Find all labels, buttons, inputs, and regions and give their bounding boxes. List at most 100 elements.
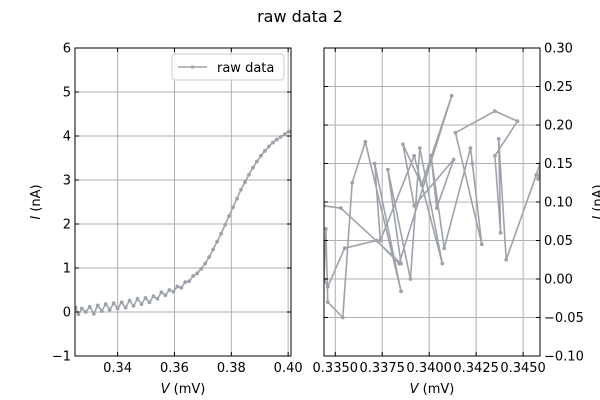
left-data-point <box>119 300 124 305</box>
left-data-point <box>219 231 223 236</box>
right-ytick-label: 0.25 <box>544 80 573 95</box>
left-series <box>75 129 291 317</box>
left-data-point <box>223 222 227 227</box>
right-data-point <box>479 242 484 247</box>
left-data-point <box>195 271 200 276</box>
legend-marker-sample <box>190 65 195 69</box>
left-xtick-label: 0.38 <box>217 361 246 376</box>
left-data-point <box>282 132 287 137</box>
left-data-point <box>91 311 96 316</box>
left-data-point <box>239 187 243 192</box>
right-ytick-label: 0.15 <box>544 157 573 172</box>
right-data-point <box>434 206 439 211</box>
left-ytick-label: 2 <box>63 218 71 233</box>
left-xtick-label: 0.36 <box>160 361 189 376</box>
left-data-point <box>111 301 116 306</box>
left-data-point <box>171 289 176 294</box>
left-xtick-label: 0.40 <box>274 361 303 376</box>
right-xtick-label: 0.3400 <box>406 361 452 376</box>
right-data-point <box>374 238 379 243</box>
left-data-point <box>179 285 184 290</box>
left-data-point <box>159 290 164 295</box>
left-data-point <box>123 305 128 310</box>
right-data-point <box>496 136 501 141</box>
left-data-point <box>76 312 81 317</box>
left-ytick-label: 1 <box>63 262 71 277</box>
left-data-point <box>227 214 231 218</box>
left-ytick-label: 0 <box>63 306 71 321</box>
left-xlabel: V (mV) <box>161 382 206 397</box>
left-data-point <box>266 144 271 149</box>
right-data-point <box>493 153 497 158</box>
left-data-point <box>99 309 104 314</box>
right-data-point <box>468 146 473 151</box>
left-data-point <box>79 306 84 311</box>
right-data-point <box>429 153 433 158</box>
right-data-point <box>397 261 402 266</box>
right-plot: 0.3350 0.3375 0.3400 0.3425 0.3450−0.10 −0.05… <box>313 42 600 398</box>
right-data-point <box>419 183 424 187</box>
right-data-point <box>339 206 343 211</box>
left-data-point <box>151 294 156 299</box>
right-axes-frame <box>323 47 541 357</box>
right-ytick-label: 0.30 <box>544 42 573 57</box>
left-ticks: 0.34 0.36 0.38 0.40 −1 0 1 2 3 4 5 6 <box>52 42 303 377</box>
right-data-point <box>440 261 445 266</box>
right-data-point <box>542 150 546 154</box>
right-ytick-label: −0.05 <box>544 311 584 326</box>
left-ylabel: I (nA) <box>29 184 44 219</box>
right-data-point <box>536 177 540 181</box>
left-data-point <box>75 305 78 310</box>
right-data-point <box>515 119 520 124</box>
right-data-point <box>408 277 413 281</box>
right-data-point <box>493 109 497 114</box>
left-plot: 0.34 0.36 0.38 0.40 −1 0 1 2 3 4 5 6 raw data V (mV… <box>29 42 303 398</box>
left-data-point <box>235 196 239 201</box>
left-ytick-label: 3 <box>63 174 71 189</box>
left-data-point <box>207 255 212 259</box>
left-data-point <box>155 296 160 301</box>
left-data-point <box>139 302 144 306</box>
left-grid <box>75 47 291 357</box>
left-ytick-label: −1 <box>52 350 71 365</box>
right-xlabel: V (mV) <box>410 382 455 397</box>
left-data-point <box>87 304 92 309</box>
right-xtick-label: 0.3450 <box>500 361 546 376</box>
right-data-point <box>340 315 345 320</box>
left-data-point <box>215 239 220 244</box>
left-data-point <box>231 205 235 210</box>
right-data-point <box>412 153 417 158</box>
right-data-point <box>363 140 368 144</box>
right-series <box>324 93 546 320</box>
left-data-point <box>211 247 216 252</box>
right-data-point <box>399 289 403 294</box>
right-data-point <box>372 161 377 166</box>
left-data-point <box>183 280 188 284</box>
left-data-point <box>107 307 112 312</box>
right-data-point <box>350 180 355 185</box>
left-data-point <box>83 310 88 314</box>
left-data-point <box>247 172 251 177</box>
left-ytick-label: 6 <box>63 42 71 57</box>
right-data-point <box>453 130 458 135</box>
right-data-point <box>325 300 330 304</box>
left-data-point <box>199 266 204 271</box>
left-axes-frame <box>74 47 292 357</box>
left-data-point <box>286 129 291 134</box>
right-ytick-label: 0.20 <box>544 119 573 134</box>
left-data-point <box>270 140 275 145</box>
left-data-point <box>278 134 283 139</box>
left-data-point <box>115 306 120 311</box>
right-ticks: 0.3350 0.3375 0.3400 0.3425 0.3450−0.10 −0.05… <box>313 42 584 377</box>
left-data-point <box>135 296 140 301</box>
right-data-point <box>417 146 422 151</box>
right-xtick-label: 0.3425 <box>453 361 499 376</box>
right-data-point <box>342 246 347 251</box>
left-ytick-label: 5 <box>63 86 71 101</box>
right-data-point <box>449 93 454 98</box>
left-data-point <box>243 180 247 185</box>
left-data-point <box>258 153 263 158</box>
right-data-point <box>498 230 503 235</box>
left-data-point <box>103 302 108 306</box>
left-data-point <box>147 300 152 305</box>
